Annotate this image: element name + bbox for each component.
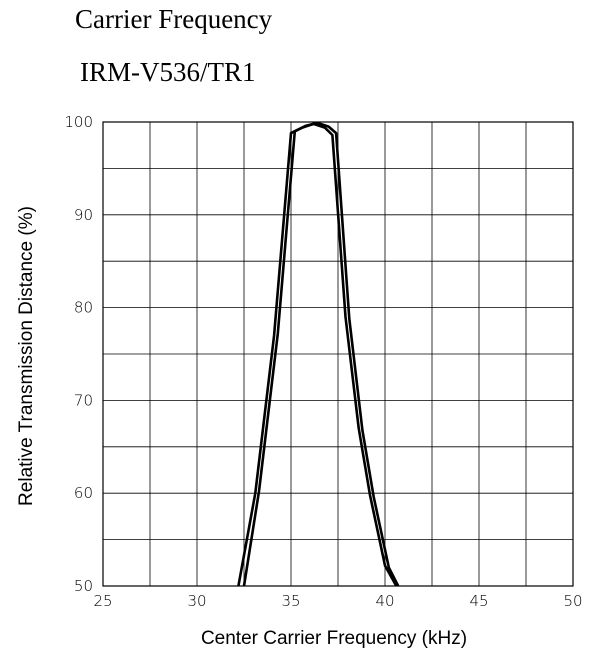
plot-frame xyxy=(102,121,574,587)
series-line-2 xyxy=(242,121,400,587)
y-tick-label: 80 xyxy=(74,299,93,317)
y-tick-label: 70 xyxy=(74,391,93,409)
y-tick-labels: 50 60 70 80 90 100 xyxy=(64,113,93,595)
y-axis-label: Relative Transmission Distance (%) xyxy=(16,206,37,506)
x-axis-label: Center Carrier Frequency (kHz) xyxy=(201,628,467,649)
grid xyxy=(103,122,573,586)
chart-title-line-1: Carrier Frequency xyxy=(75,4,273,34)
series-group xyxy=(237,121,400,587)
chart-title-line-2: IRM-V536/TR1 xyxy=(80,57,256,87)
x-tick-label: 40 xyxy=(375,592,394,610)
x-tick-label: 50 xyxy=(563,592,582,610)
y-tick-label: 100 xyxy=(64,113,93,131)
y-tick-label: 50 xyxy=(74,577,93,595)
series-line-1 xyxy=(237,122,398,587)
x-tick-label: 25 xyxy=(93,592,112,610)
x-tick-label: 30 xyxy=(187,592,206,610)
x-tick-label: 35 xyxy=(281,592,300,610)
x-tick-labels: 25 30 35 40 45 50 xyxy=(93,592,582,610)
y-tick-label: 60 xyxy=(74,484,93,502)
y-tick-label: 90 xyxy=(74,206,93,224)
x-tick-label: 45 xyxy=(469,592,488,610)
